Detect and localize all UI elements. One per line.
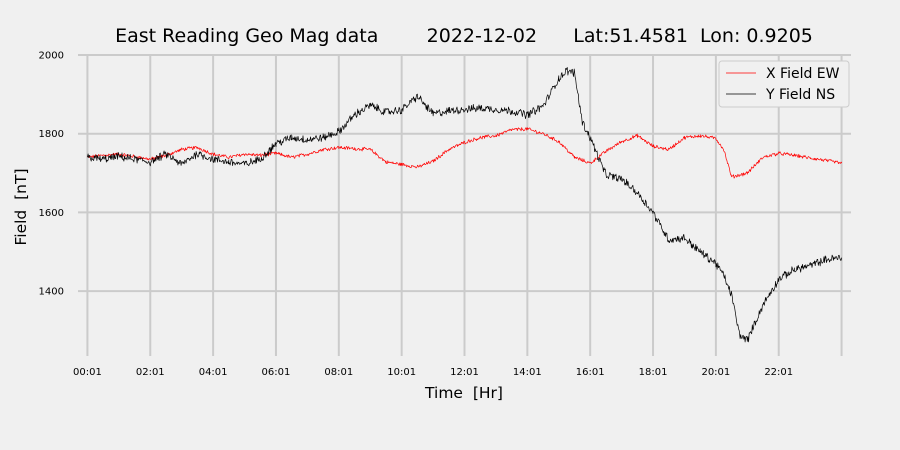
x-tick-label: 12:01 [450,367,479,378]
x-tick-label: 14:01 [513,367,542,378]
series-line-x-field-ew [87,127,842,179]
series-line-y-field-ns [87,67,842,343]
y-tick-label: 1400 [39,287,64,298]
x-tick-labels: 00:01 02:01 04:01 06:01 08:01 10:01 12:01 14:01… [73,367,793,378]
y-axis-label: Field [nT] [12,168,30,245]
legend-label-y-field-ns: Y Field NS [765,87,835,103]
x-tick-label: 16:01 [576,367,605,378]
x-tick-label: 02:01 [136,367,165,378]
x-tick-label: 00:01 [73,367,102,378]
x-tick-label: 06:01 [262,367,291,378]
y-tick-label: 1800 [39,129,64,140]
x-tick-label: 18:01 [639,367,668,378]
y-tick-label: 1600 [39,208,64,219]
chart-title: East Reading Geo Mag data 2022-12-02 Lat… [115,25,813,47]
legend-box [718,60,850,108]
y-tick-label: 2000 [39,51,64,62]
legend: X Field EW Y Field NS [718,60,850,108]
y-tick-labels: 1400 1600 1800 2000 [39,51,64,298]
x-tick-label: 10:01 [387,367,416,378]
x-axis-label: Time [Hr] [424,384,503,402]
x-tick-label: 04:01 [199,367,228,378]
legend-label-x-field-ew: X Field EW [766,66,840,82]
x-tick-label: 08:01 [324,367,353,378]
series-lines [87,67,842,343]
x-tick-label: 22:01 [764,367,793,378]
x-tick-label: 20:01 [701,367,730,378]
